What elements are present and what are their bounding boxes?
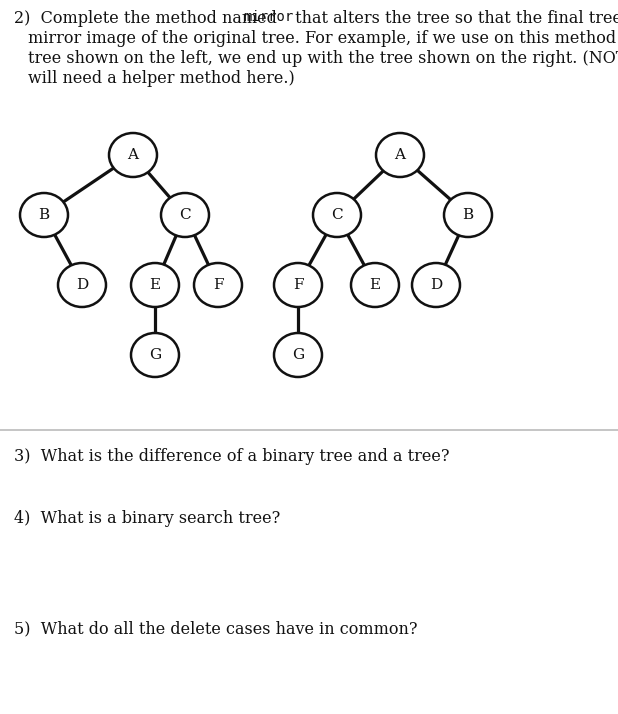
Text: C: C	[331, 208, 343, 222]
Ellipse shape	[412, 263, 460, 307]
Text: A: A	[127, 148, 138, 162]
Text: 2)  Complete the method named: 2) Complete the method named	[14, 10, 282, 27]
Text: D: D	[430, 278, 442, 292]
Text: mirror image of the original tree. For example, if we use on this method on the: mirror image of the original tree. For e…	[28, 30, 618, 47]
Text: 3)  What is the difference of a binary tree and a tree?: 3) What is the difference of a binary tr…	[14, 448, 449, 465]
Ellipse shape	[58, 263, 106, 307]
Text: E: E	[370, 278, 381, 292]
Ellipse shape	[313, 193, 361, 237]
Text: A: A	[394, 148, 405, 162]
Text: B: B	[38, 208, 49, 222]
Ellipse shape	[444, 193, 492, 237]
Ellipse shape	[161, 193, 209, 237]
Text: that alters the tree so that the final tree is a: that alters the tree so that the final t…	[290, 10, 618, 27]
Text: 4)  What is a binary search tree?: 4) What is a binary search tree?	[14, 510, 280, 527]
Ellipse shape	[131, 333, 179, 377]
Ellipse shape	[109, 133, 157, 177]
Text: 5)  What do all the delete cases have in common?: 5) What do all the delete cases have in …	[14, 620, 418, 637]
Text: C: C	[179, 208, 191, 222]
Text: mirror: mirror	[243, 10, 294, 24]
Ellipse shape	[20, 193, 68, 237]
Ellipse shape	[376, 133, 424, 177]
Text: F: F	[293, 278, 303, 292]
Ellipse shape	[274, 333, 322, 377]
Text: G: G	[292, 348, 304, 362]
Text: will need a helper method here.): will need a helper method here.)	[28, 70, 295, 87]
Text: D: D	[76, 278, 88, 292]
Ellipse shape	[131, 263, 179, 307]
Text: tree shown on the left, we end up with the tree shown on the right. (NOTE: You: tree shown on the left, we end up with t…	[28, 50, 618, 67]
Text: B: B	[462, 208, 473, 222]
Ellipse shape	[194, 263, 242, 307]
Text: E: E	[150, 278, 161, 292]
Text: F: F	[213, 278, 223, 292]
Ellipse shape	[351, 263, 399, 307]
Ellipse shape	[274, 263, 322, 307]
Text: G: G	[149, 348, 161, 362]
